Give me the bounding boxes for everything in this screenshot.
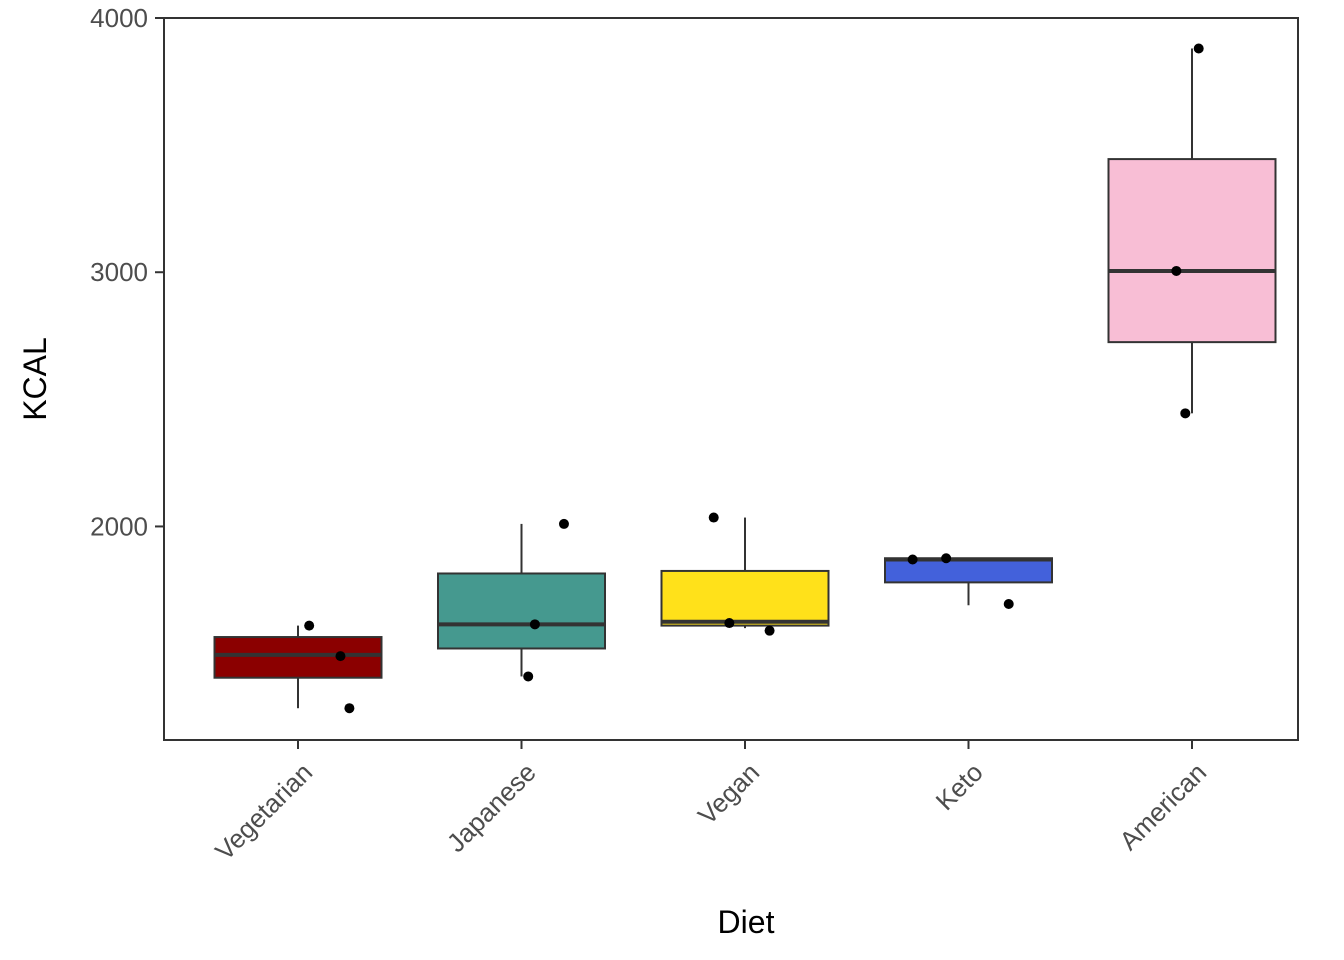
y-tick-label-4000: 4000 <box>90 3 148 33</box>
data-point-vegan-7 <box>724 618 735 629</box>
data-point-american-14 <box>1180 408 1191 419</box>
x-axis: Vegetarian Japanese Vegan Keto American <box>209 740 1212 866</box>
box-vegan <box>660 517 830 629</box>
data-point-vegetarian-2 <box>344 703 355 714</box>
data-point-vegan-8 <box>764 625 775 636</box>
box-american <box>1107 48 1277 414</box>
data-point-keto-10 <box>941 553 952 564</box>
box-vegetarian <box>213 625 383 709</box>
box-body-vegan <box>660 569 830 627</box>
x-tick-label-keto: Keto <box>930 757 989 816</box>
data-point-american-13 <box>1171 265 1182 276</box>
x-tick-label-vegan: Vegan <box>692 757 765 830</box>
x-axis-title: Diet <box>718 904 775 940</box>
boxes-layer <box>213 48 1277 709</box>
box-body-american <box>1107 158 1277 344</box>
y-axis: 2000 3000 4000 <box>90 3 164 541</box>
y-axis-title: KCAL <box>17 337 53 421</box>
x-tick-label-vegetarian: Vegetarian <box>209 757 318 866</box>
data-point-keto-11 <box>1003 598 1014 609</box>
y-tick-label-3000: 3000 <box>90 257 148 287</box>
data-point-japanese-4 <box>529 619 540 630</box>
data-point-american-12 <box>1193 43 1204 54</box>
data-point-keto-9 <box>907 554 918 565</box>
data-point-japanese-3 <box>558 518 569 529</box>
plot-border <box>163 17 1299 741</box>
data-point-japanese-5 <box>523 671 534 682</box>
data-point-vegetarian-0 <box>304 620 315 631</box>
plot-panel <box>164 18 1298 740</box>
y-tick-label-2000: 2000 <box>90 511 148 541</box>
x-tick-label-american: American <box>1113 757 1212 856</box>
x-tick-label-japanese: Japanese <box>441 757 542 858</box>
data-point-vegan-6 <box>708 512 719 523</box>
box-body-japanese <box>437 572 606 650</box>
box-japanese <box>437 523 606 677</box>
box-body-vegetarian <box>213 636 383 679</box>
data-point-vegetarian-1 <box>335 651 346 662</box>
points-layer <box>304 43 1204 714</box>
